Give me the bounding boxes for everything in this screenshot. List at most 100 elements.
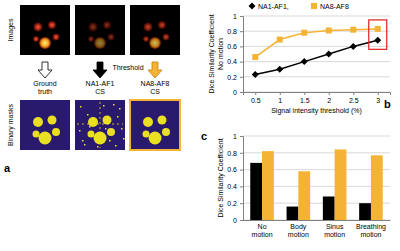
column-label: NA8-AF8CS <box>141 80 170 95</box>
grid-line <box>243 46 390 47</box>
mask-noise <box>89 126 91 128</box>
series-marker <box>375 26 381 32</box>
x-tick-label: Nomotion <box>252 223 273 238</box>
mask-noise <box>113 104 115 106</box>
y-tick-label: 0.2 <box>227 74 237 81</box>
legend-marker <box>311 3 317 9</box>
y-tick-mark <box>240 77 243 78</box>
x-axis-title: Signal intensity threshold (%) <box>271 107 362 115</box>
y-tick: 0.4 <box>227 183 243 190</box>
y-tick: 0.6 <box>227 166 243 173</box>
phantom-circle <box>158 21 166 29</box>
arrow <box>38 62 52 78</box>
y-tick: 1 <box>233 133 243 140</box>
y-axis-title: No motion <box>217 38 224 70</box>
mask-blob <box>107 128 115 136</box>
series-marker <box>350 27 356 33</box>
x-tick-label: Breathingmotion <box>356 223 386 238</box>
y-tick-label: 0.8 <box>227 28 237 35</box>
mask-noise <box>119 108 121 110</box>
x-tick: 1 <box>278 92 282 104</box>
series-marker <box>252 71 259 78</box>
x-tick-mark <box>304 92 305 95</box>
image-frame <box>20 5 70 55</box>
legend-label: NA1-AF1, <box>258 3 289 10</box>
grid-line <box>243 16 390 17</box>
mask-noise <box>80 106 82 108</box>
phantom-circle <box>149 37 161 49</box>
series-marker <box>301 58 308 65</box>
y-axis: 00.20.40.60.81 <box>227 133 243 224</box>
y-axis-title: Dice Similarity Coefficient <box>208 14 216 93</box>
x-tick-mark <box>280 92 281 95</box>
mask-noise <box>77 124 123 125</box>
x-tick: 2 <box>327 92 331 104</box>
bar <box>371 155 383 220</box>
y-tick-mark <box>240 220 243 221</box>
bar <box>287 207 299 220</box>
mask-noise <box>79 130 81 132</box>
x-axis: 0.511.522.53 <box>244 92 391 104</box>
panel-label: a <box>4 162 11 174</box>
x-axis-line <box>244 93 391 96</box>
series-marker <box>325 51 332 58</box>
grid <box>243 136 390 220</box>
y-tick-mark <box>240 136 243 137</box>
y-tick-mark <box>240 46 243 47</box>
mask-frame <box>20 100 70 150</box>
mask-blob <box>143 131 150 138</box>
mask-noise <box>109 140 111 142</box>
series-marker <box>350 43 357 50</box>
x-axis: NomotionBodymotionSinusmotionBreathingmo… <box>244 220 391 238</box>
mask-noise <box>82 140 84 142</box>
threshold-label: Threshold <box>112 64 143 71</box>
x-tick: 1.5 <box>300 92 310 104</box>
mask-noise <box>123 138 125 140</box>
marks <box>250 149 382 220</box>
y-tick: 0.4 <box>227 58 243 65</box>
phantom-circle <box>34 23 43 32</box>
y-tick-mark <box>240 170 243 171</box>
bar <box>359 203 371 220</box>
y-axis-line <box>240 137 244 221</box>
phantom-circle <box>143 36 149 42</box>
x-tick-mark <box>255 92 256 95</box>
y-tick-label: 0.4 <box>227 58 237 65</box>
x-tick-mark <box>353 92 354 95</box>
mask-noise <box>105 128 107 130</box>
y-tick-mark <box>240 16 243 17</box>
y-tick-label: 1 <box>233 133 237 140</box>
grid-line <box>243 61 390 62</box>
y-tick-mark <box>240 92 243 93</box>
mask-blob <box>88 131 95 138</box>
y-tick-label: 0 <box>233 217 237 224</box>
y-tick-label: 0 <box>233 89 237 96</box>
x-tick-mark <box>378 92 379 95</box>
mask-blob <box>52 128 60 136</box>
marks <box>252 26 382 78</box>
phantom-circle <box>108 34 115 41</box>
grid <box>243 16 390 92</box>
phantom-circle <box>39 37 51 49</box>
arrow <box>148 62 162 78</box>
phantom-circle <box>48 21 56 29</box>
phantom-circle <box>163 34 170 41</box>
phantom-circle <box>53 34 60 41</box>
mask-blob <box>39 132 52 145</box>
mask-noise <box>84 144 86 146</box>
x-tick-label: 3 <box>376 97 380 104</box>
series-marker <box>326 27 332 33</box>
y-tick: 0.6 <box>227 43 243 50</box>
series-line <box>255 29 378 57</box>
y-tick-label: 1 <box>233 13 237 20</box>
mask-noise <box>87 114 89 116</box>
chart-line: 00.20.40.60.810.511.522.53NA1-AF1,NA8-AF… <box>208 3 391 116</box>
phantom-circle <box>94 37 106 49</box>
mask-blob <box>88 117 98 127</box>
y-tick: 0 <box>233 89 243 96</box>
mask-blob <box>103 116 112 125</box>
phantom-circle <box>144 23 153 32</box>
x-axis-line <box>244 220 391 221</box>
x-tick-label: 2 <box>327 97 331 104</box>
x-tick: Bodymotion <box>288 220 309 238</box>
